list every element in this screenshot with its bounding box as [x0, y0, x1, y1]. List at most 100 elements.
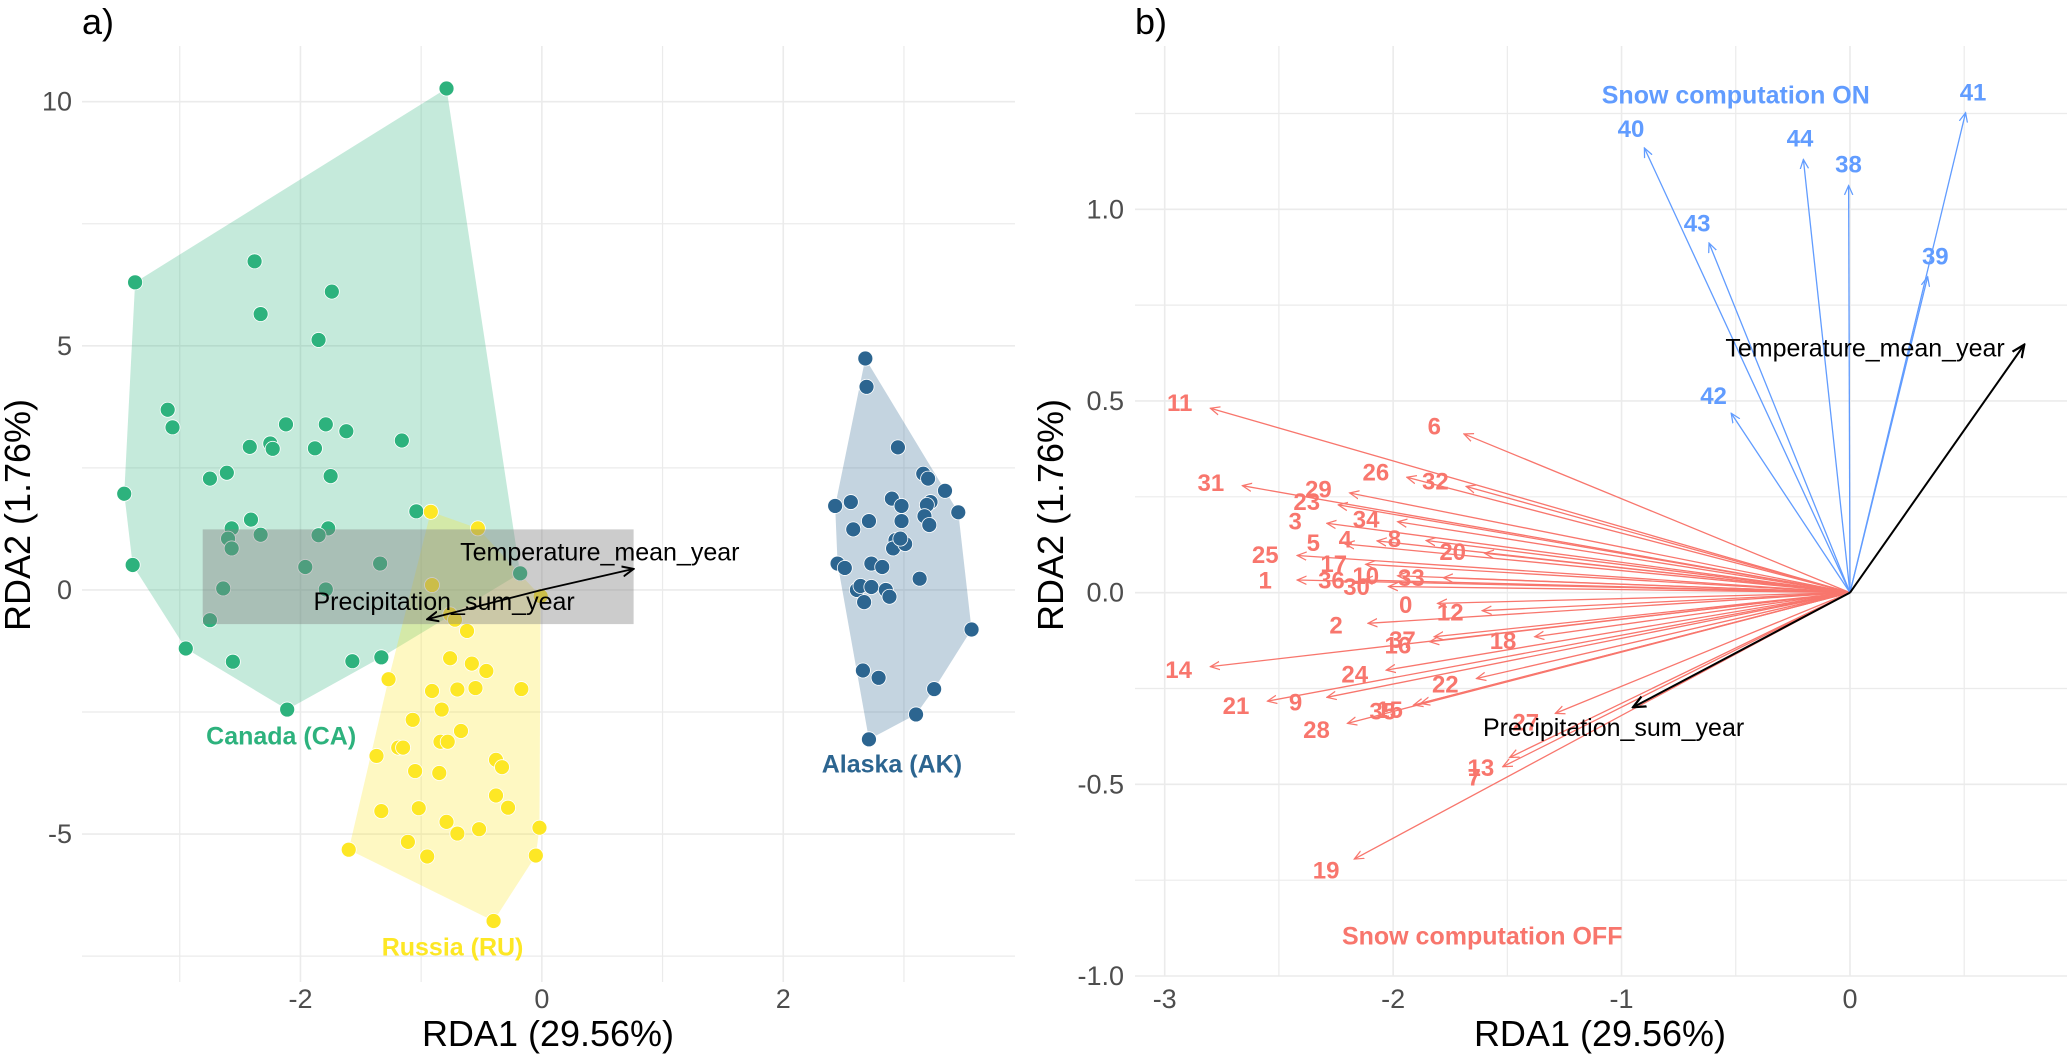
- data-point: [950, 504, 967, 521]
- data-point: [890, 439, 906, 456]
- data-point: [380, 671, 397, 688]
- data-point: [963, 621, 980, 638]
- data-point: [340, 841, 357, 858]
- data-point: [861, 513, 877, 529]
- species-vector-arrow: [1267, 592, 1851, 701]
- species-vector-arrow: [1510, 592, 1851, 758]
- species-vector-label: 25: [1252, 542, 1279, 569]
- panel-b-y-ticks: -1.0 -0.5 0.0 0.5 1.0: [1077, 194, 1124, 991]
- data-point: [424, 683, 440, 699]
- data-point: [856, 594, 873, 611]
- species-vector-label: 27: [1512, 710, 1539, 737]
- species-vector-label: 14: [1165, 657, 1192, 684]
- species-vector-arrow: [1350, 493, 1851, 594]
- data-point: [463, 655, 480, 672]
- species-vector-label: 28: [1303, 717, 1330, 744]
- species-vector-label: 9: [1289, 690, 1302, 717]
- panel-b-env-vectors: Temperature_mean_year Precipitation_sum_y…: [1483, 334, 2024, 742]
- species-vector-arrow: [1466, 486, 1851, 594]
- data-point: [224, 653, 241, 670]
- data-point: [855, 662, 871, 679]
- species-vector-arrow: [1242, 486, 1851, 594]
- data-point: [532, 588, 549, 605]
- species-vector-label: 39: [1922, 243, 1949, 270]
- species-vector-arrow: [1414, 592, 1851, 705]
- data-point: [252, 526, 269, 543]
- data-point: [372, 555, 389, 572]
- data-point: [246, 253, 263, 270]
- data-point: [223, 540, 240, 557]
- species-vector-arrow: [1366, 564, 1851, 594]
- data-point: [202, 612, 218, 629]
- species-vector-label: 20: [1439, 539, 1466, 566]
- species-vector-label: 26: [1363, 460, 1390, 487]
- data-point: [202, 470, 218, 487]
- data-point: [857, 350, 874, 367]
- data-point: [926, 681, 943, 697]
- species-vector-label: 31: [1197, 470, 1224, 497]
- data-point: [442, 650, 459, 667]
- data-point: [893, 498, 910, 514]
- data-point: [279, 701, 296, 718]
- species-vector-label: 8: [1388, 526, 1401, 553]
- panel-b: b) 0123456789101112131415161718192021222…: [1030, 1, 2067, 1054]
- data-point: [827, 498, 844, 514]
- x-tick-label: -2: [1381, 984, 1405, 1014]
- species-vector-arrow: [1430, 592, 1851, 642]
- y-tick-label: 0.5: [1086, 386, 1124, 416]
- data-point: [531, 819, 548, 836]
- panel-b-grid: [1135, 46, 2067, 977]
- data-point: [870, 669, 887, 686]
- y-tick-label: 0: [57, 575, 72, 605]
- species-vector-label: 5: [1307, 530, 1320, 557]
- data-point: [433, 701, 450, 718]
- species-vector-label: 42: [1700, 383, 1727, 410]
- data-point: [159, 401, 176, 418]
- data-point: [911, 570, 928, 587]
- data-point: [177, 640, 194, 657]
- species-vector-label: 35: [1369, 698, 1396, 725]
- x-tick-label: -3: [1153, 984, 1177, 1014]
- panel-a-tag: a): [82, 1, 114, 42]
- species-vector-label: 12: [1437, 600, 1464, 627]
- y-tick-label: -0.5: [1077, 769, 1124, 799]
- data-point: [323, 283, 340, 300]
- data-point: [116, 485, 133, 502]
- data-point: [459, 623, 475, 639]
- data-point: [422, 503, 439, 520]
- panel-b-x-ticks: -3 -2 -1 0: [1153, 984, 1858, 1014]
- species-vector-label: 19: [1313, 857, 1340, 884]
- data-point: [404, 711, 421, 728]
- species-vector-label: 34: [1353, 506, 1380, 533]
- species-vector-label: 30: [1343, 574, 1370, 601]
- species-vector-arrow: [1464, 434, 1851, 594]
- species-vector-label: 43: [1684, 211, 1711, 238]
- data-point: [438, 813, 455, 830]
- species-vector-arrow: [1327, 592, 1851, 698]
- species-vector-label: 2: [1329, 613, 1342, 640]
- panel-a-points: [116, 80, 980, 929]
- data-point: [278, 416, 294, 433]
- panel-a-highlight-box: [202, 529, 634, 625]
- species-vector-arrow: [1485, 553, 1851, 594]
- data-point: [467, 680, 484, 696]
- env-vector-arrow: [541, 569, 634, 591]
- data-point: [127, 274, 144, 291]
- species-vector-arrow: [1555, 592, 1851, 714]
- species-vector-label: 1: [1259, 567, 1272, 594]
- species-vector-arrow: [1644, 148, 1851, 593]
- species-vector-label: 3: [1288, 508, 1301, 535]
- env-vector-arrow: [1633, 591, 1851, 708]
- species-vector-label: 7: [1467, 765, 1480, 792]
- data-point: [453, 723, 469, 739]
- data-point: [395, 739, 411, 756]
- data-point: [893, 513, 910, 529]
- x-tick-label: -2: [288, 984, 312, 1014]
- data-point: [424, 577, 440, 593]
- data-point: [921, 517, 938, 533]
- species-vector-label: 11: [1167, 390, 1192, 417]
- data-point: [512, 565, 529, 582]
- panel-a-x-axis-title: RDA1 (29.56%): [422, 1013, 674, 1054]
- y-tick-label: -5: [48, 819, 72, 849]
